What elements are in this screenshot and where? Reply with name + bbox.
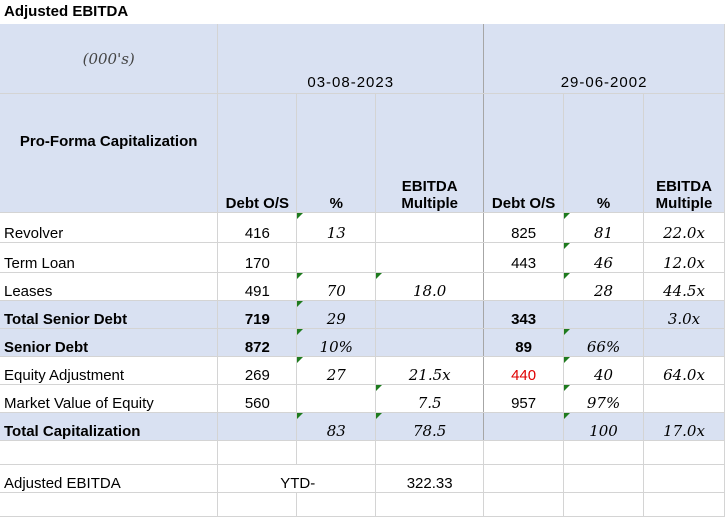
debt-cell[interactable]: 416 <box>217 212 298 243</box>
empty-cell[interactable] <box>375 492 485 517</box>
multiple-cell[interactable]: 17.0x <box>643 411 725 441</box>
debt-cell[interactable]: 719 <box>217 299 298 329</box>
empty-cell[interactable] <box>0 439 219 465</box>
pct-cell[interactable]: 97% <box>563 384 644 413</box>
row-label[interactable]: Total Senior Debt <box>0 299 219 329</box>
proforma-heading: Pro-Forma Capitalization <box>0 93 219 213</box>
debt-cell[interactable]: 825 <box>483 212 565 243</box>
pct-cell[interactable]: 100 <box>563 411 644 441</box>
adjusted-ebitda-value[interactable]: 322.33 <box>375 464 485 493</box>
debt-cell[interactable]: 170 <box>217 242 298 273</box>
pct-cell[interactable]: 29 <box>296 299 377 329</box>
col-ebitda-label: EBITDA <box>656 177 712 195</box>
multiple-cell[interactable]: 44.5x <box>643 272 725 301</box>
empty-cell[interactable] <box>643 492 725 517</box>
multiple-cell[interactable] <box>643 327 725 357</box>
debt-cell[interactable]: 957 <box>483 384 565 413</box>
pct-cell[interactable] <box>296 384 377 413</box>
capitalization-table: (000's) 03-08-2023 29-06-2002 Pro-Forma … <box>0 24 725 517</box>
adjusted-ebitda-label[interactable]: Adjusted EBITDA <box>0 464 219 493</box>
row-label[interactable]: Leases <box>0 272 219 301</box>
col-debt-os-1: Debt O/S <box>217 93 298 213</box>
empty-cell[interactable] <box>563 492 644 517</box>
multiple-cell[interactable]: 3.0x <box>643 299 725 329</box>
empty-cell[interactable] <box>483 464 565 493</box>
row-label[interactable]: Equity Adjustment <box>0 355 219 385</box>
empty-cell[interactable] <box>563 464 644 493</box>
pct-cell[interactable]: 28 <box>563 272 644 301</box>
col-pct-1: % <box>296 93 377 213</box>
row-label[interactable]: Revolver <box>0 212 219 243</box>
pct-cell[interactable]: 27 <box>296 355 377 385</box>
multiple-cell[interactable]: 7.5 <box>375 384 485 413</box>
pct-cell[interactable]: 10% <box>296 327 377 357</box>
pct-cell[interactable]: 70 <box>296 272 377 301</box>
empty-cell[interactable] <box>643 464 725 493</box>
period-1-date: 03-08-2023 <box>217 24 485 94</box>
debt-cell[interactable]: 269 <box>217 355 298 385</box>
empty-cell[interactable] <box>0 492 219 517</box>
col-debt-os-2: Debt O/S <box>483 93 565 213</box>
col-ebitda-label: EBITDA <box>401 177 458 195</box>
multiple-cell[interactable]: 18.0 <box>375 272 485 301</box>
debt-cell[interactable]: 443 <box>483 242 565 273</box>
empty-cell[interactable] <box>217 492 298 517</box>
pct-cell[interactable]: 13 <box>296 212 377 243</box>
multiple-cell[interactable]: 78.5 <box>375 411 485 441</box>
col-multiple-label: Multiple <box>401 194 458 212</box>
pct-cell[interactable] <box>563 299 644 329</box>
debt-cell[interactable]: 560 <box>217 384 298 413</box>
pct-cell[interactable] <box>296 242 377 273</box>
debt-cell[interactable]: 491 <box>217 272 298 301</box>
debt-cell[interactable]: 89 <box>483 327 565 357</box>
debt-cell[interactable]: 872 <box>217 327 298 357</box>
multiple-cell[interactable] <box>375 212 485 243</box>
row-label[interactable]: Senior Debt <box>0 327 219 357</box>
multiple-cell[interactable]: 21.5x <box>375 355 485 385</box>
period-2-date: 29-06-2002 <box>483 24 725 94</box>
row-label[interactable]: Term Loan <box>0 242 219 273</box>
pct-cell[interactable]: 46 <box>563 242 644 273</box>
empty-cell[interactable] <box>296 492 377 517</box>
empty-cell[interactable] <box>296 439 377 465</box>
debt-cell[interactable]: 440 <box>483 355 565 385</box>
empty-cell[interactable] <box>483 492 565 517</box>
multiple-cell[interactable]: 64.0x <box>643 355 725 385</box>
row-label[interactable]: Total Capitalization <box>0 411 219 441</box>
units-label: (000's) <box>0 24 219 94</box>
empty-cell[interactable] <box>483 439 565 465</box>
multiple-cell[interactable] <box>375 327 485 357</box>
row-label[interactable]: Market Value of Equity <box>0 384 219 413</box>
debt-cell[interactable]: 343 <box>483 299 565 329</box>
multiple-cell[interactable] <box>643 384 725 413</box>
empty-cell[interactable] <box>643 439 725 465</box>
debt-cell[interactable] <box>483 272 565 301</box>
col-ebitda-multiple-2: EBITDA Multiple <box>643 93 725 213</box>
col-ebitda-multiple-1: EBITDA Multiple <box>375 93 485 213</box>
empty-cell[interactable] <box>217 439 298 465</box>
multiple-cell[interactable]: 12.0x <box>643 242 725 273</box>
pct-cell[interactable]: 66% <box>563 327 644 357</box>
debt-cell[interactable] <box>217 411 298 441</box>
ytd-label[interactable]: YTD- <box>217 464 377 493</box>
multiple-cell[interactable] <box>375 242 485 273</box>
empty-cell[interactable] <box>563 439 644 465</box>
col-multiple-label: Multiple <box>655 194 713 212</box>
sheet-title: Adjusted EBITDA <box>4 3 129 20</box>
multiple-cell[interactable]: 22.0x <box>643 212 725 243</box>
debt-cell[interactable] <box>483 411 565 441</box>
empty-cell[interactable] <box>375 439 485 465</box>
pct-cell[interactable]: 81 <box>563 212 644 243</box>
multiple-cell[interactable] <box>375 299 485 329</box>
pct-cell[interactable]: 83 <box>296 411 377 441</box>
col-pct-2: % <box>563 93 644 213</box>
pct-cell[interactable]: 40 <box>563 355 644 385</box>
